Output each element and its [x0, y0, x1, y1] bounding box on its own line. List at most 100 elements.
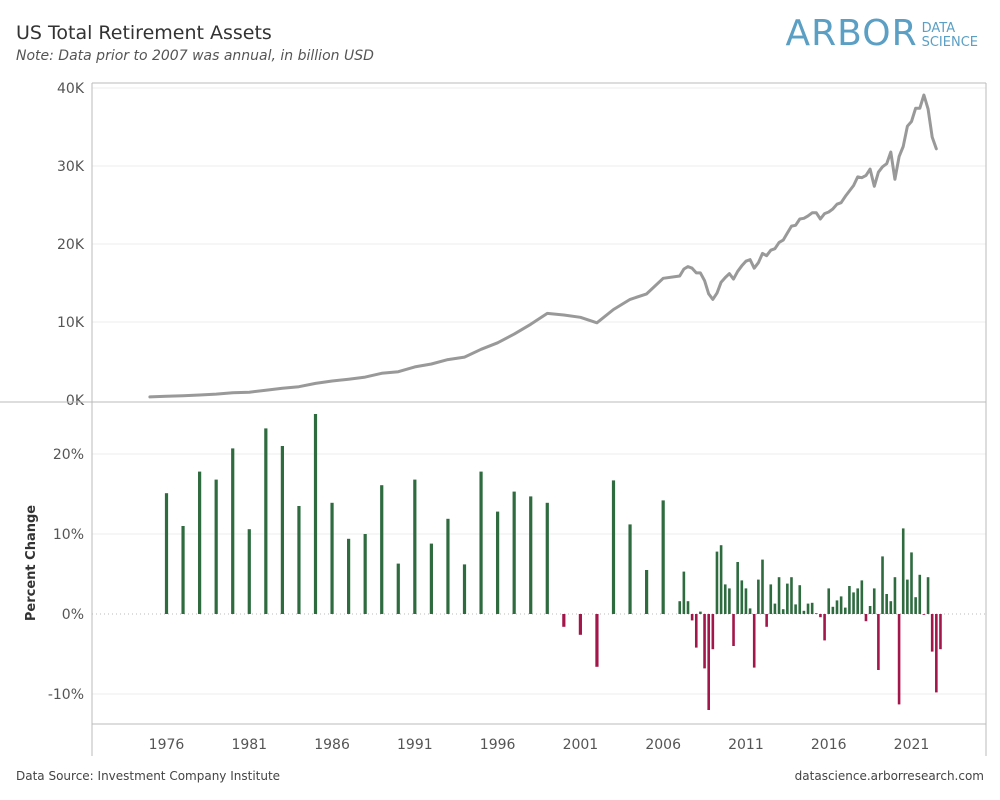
logo-wordmark: ARBOR	[785, 13, 918, 54]
percent-change-bar	[562, 614, 566, 627]
logo-line-1: DATA	[921, 21, 956, 36]
chart-frame	[0, 82, 987, 756]
chart-title: US Total Retirement Assets	[16, 22, 272, 44]
percent-change-bar	[815, 613, 818, 614]
percent-change-bar	[715, 551, 719, 614]
percent-change-bars	[164, 414, 942, 710]
percent-change-bar	[781, 609, 785, 614]
percent-change-bar	[930, 614, 934, 652]
percent-change-bar	[868, 606, 872, 614]
percent-change-bar	[794, 604, 797, 614]
percent-change-bar	[860, 580, 864, 614]
percent-change-bar	[231, 448, 235, 614]
top-y-tick-label: 40K	[57, 81, 85, 97]
percent-change-bar	[831, 606, 835, 614]
percent-change-bar	[897, 614, 901, 705]
percent-change-bar	[529, 496, 533, 614]
total-assets-line-group	[148, 93, 938, 399]
bottom-y-tick-label: 0%	[62, 607, 84, 623]
x-tick-label: 2011	[728, 737, 764, 753]
top-panel-y-ticks: 0K 10K 20K 30K 40K	[57, 81, 85, 409]
percent-change-bar	[578, 614, 582, 635]
percent-change-bar	[703, 614, 706, 669]
percent-change-bar	[678, 601, 682, 614]
percent-change-bar	[264, 428, 268, 614]
x-tick-label: 2001	[563, 737, 599, 753]
percent-change-bar	[752, 614, 756, 668]
bottom-panel-gridlines	[92, 453, 986, 695]
percent-change-bar	[690, 614, 694, 621]
percent-change-bar	[645, 570, 649, 614]
data-source-note: Data Source: Investment Company Institut…	[16, 769, 281, 783]
percent-change-bar	[819, 614, 822, 618]
percent-change-bar	[740, 580, 744, 614]
x-tick-label: 2016	[811, 737, 847, 753]
chart-subtitle: Note: Data prior to 2007 was annual, in …	[16, 48, 374, 64]
percent-change-bar	[247, 529, 251, 614]
percent-change-bar	[885, 594, 888, 614]
website-link: datascience.arborresearch.com	[794, 769, 984, 783]
percent-change-bar	[802, 610, 806, 614]
percent-change-bar	[595, 614, 599, 667]
x-tick-label: 2006	[645, 737, 681, 753]
percent-change-bar	[748, 608, 752, 614]
percent-change-bar	[732, 614, 735, 646]
percent-change-bar	[790, 577, 793, 614]
x-tick-label: 1976	[149, 737, 185, 753]
percent-change-bar	[628, 524, 632, 614]
percent-change-bar	[777, 577, 781, 614]
percent-change-bar	[893, 577, 897, 614]
percent-change-bar	[798, 585, 802, 614]
logo-side-text: DATA SCIENCE	[922, 22, 978, 50]
arbor-logo: ARBOR DATA SCIENCE	[786, 14, 978, 54]
percent-change-bar	[380, 485, 384, 614]
percent-change-bar	[926, 577, 930, 614]
percent-change-bar	[906, 579, 909, 614]
percent-change-bar	[848, 586, 851, 614]
percent-change-bar	[877, 614, 880, 670]
percent-change-bar	[864, 614, 868, 622]
percent-change-bar	[827, 588, 831, 614]
y-axis-label: Percent Change	[24, 505, 39, 621]
percent-change-bar	[881, 556, 884, 614]
percent-change-bar	[901, 528, 905, 614]
percent-change-bar	[761, 559, 764, 614]
x-tick-label: 1986	[314, 737, 350, 753]
bottom-y-tick-label: -10%	[48, 687, 84, 703]
percent-change-bar	[214, 479, 218, 614]
percent-change-bar	[922, 614, 926, 615]
percent-change-bar	[181, 526, 185, 614]
percent-change-bar	[719, 545, 723, 614]
bottom-panel-y-ticks: -10% 0% 10% 20%	[48, 447, 84, 703]
top-y-tick-label: 0K	[66, 393, 85, 409]
x-tick-label: 1996	[480, 737, 516, 753]
percent-change-bar	[835, 600, 839, 614]
percent-change-bar	[479, 471, 483, 614]
top-y-tick-label: 10K	[57, 315, 85, 331]
percent-change-bar	[757, 579, 760, 614]
percent-change-bar	[736, 562, 739, 614]
percent-change-bar	[939, 614, 942, 650]
percent-change-bar	[843, 607, 847, 614]
percent-change-bar	[852, 592, 855, 614]
percent-change-bar	[611, 480, 616, 614]
percent-change-bar	[711, 614, 715, 650]
percent-change-bar	[198, 471, 202, 614]
percent-change-bar	[810, 602, 814, 614]
percent-change-bar	[918, 574, 922, 614]
logo-line-2: SCIENCE	[921, 35, 978, 50]
percent-change-bar	[164, 493, 169, 614]
percent-change-bar	[806, 603, 810, 614]
percent-change-bar	[446, 518, 450, 614]
percent-change-bar	[396, 563, 400, 614]
x-tick-label: 1981	[231, 737, 267, 753]
percent-change-bar	[694, 614, 698, 648]
percent-change-bar	[363, 534, 367, 614]
percent-change-bar	[773, 603, 777, 614]
percent-change-bar	[512, 491, 516, 614]
bottom-y-tick-label: 20%	[53, 447, 84, 463]
percent-change-bar	[462, 564, 467, 614]
percent-change-bar	[347, 538, 351, 614]
percent-change-bar	[823, 614, 826, 641]
